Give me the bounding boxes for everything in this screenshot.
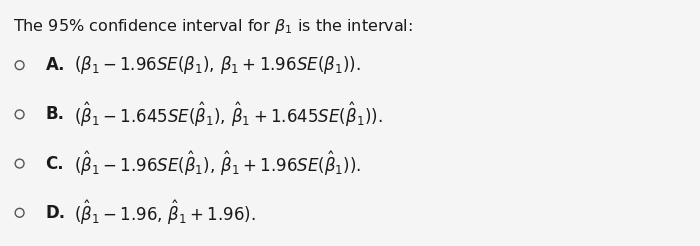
Text: $(\hat{\beta}_1 - 1.645SE(\hat{\beta}_1),\, \hat{\beta}_1 + 1.645SE(\hat{\beta}_: $(\hat{\beta}_1 - 1.645SE(\hat{\beta}_1)… (74, 100, 382, 129)
Text: B.: B. (46, 105, 64, 123)
Text: The 95% confidence interval for $\beta_1$ is the interval:: The 95% confidence interval for $\beta_1… (13, 17, 412, 36)
Text: C.: C. (46, 154, 64, 173)
Text: D.: D. (46, 204, 66, 222)
Text: $(\hat{\beta}_1 - 1.96SE(\hat{\beta}_1),\, \hat{\beta}_1 + 1.96SE(\hat{\beta}_1): $(\hat{\beta}_1 - 1.96SE(\hat{\beta}_1),… (74, 149, 361, 178)
Text: $(\hat{\beta}_1 - 1.96,\, \hat{\beta}_1 + 1.96).$: $(\hat{\beta}_1 - 1.96,\, \hat{\beta}_1 … (74, 199, 256, 227)
Text: $( \beta_1 - 1.96SE(\beta_1),\, \beta_1 + 1.96SE(\beta_1)).$: $( \beta_1 - 1.96SE(\beta_1),\, \beta_1 … (74, 54, 360, 76)
Text: A.: A. (46, 56, 65, 74)
